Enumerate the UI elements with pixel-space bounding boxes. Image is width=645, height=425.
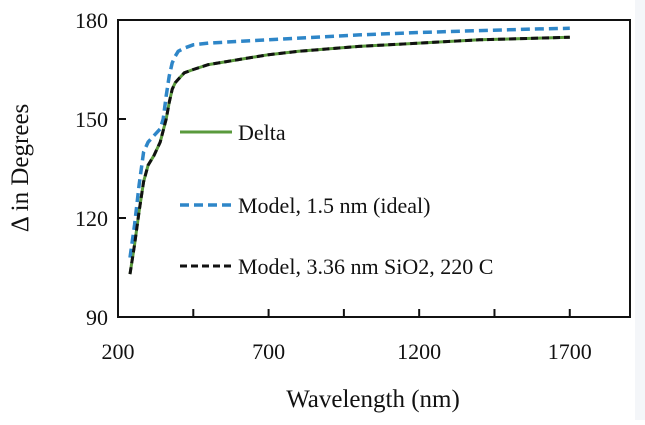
series-line-2 — [128, 26, 570, 258]
legend-label-1: Delta — [238, 120, 286, 145]
series-line-3 — [128, 35, 570, 275]
y-tick-label: 180 — [75, 8, 108, 33]
series-lines — [128, 26, 570, 275]
legend-label-3: Model, 3.36 nm SiO2, 220 C — [238, 254, 493, 279]
x-axis-title: Wavelength (nm) — [286, 386, 460, 413]
x-tick-label: 1200 — [397, 339, 441, 364]
x-tick-label: 700 — [252, 339, 285, 364]
plot-frame — [117, 19, 631, 318]
y-tick-label: 120 — [75, 206, 108, 231]
legend: Delta Model, 1.5 nm (ideal) Model, 3.36 nm… — [180, 120, 493, 279]
y-axis-title: Δ in Degrees — [7, 104, 34, 233]
x-tick-label: 200 — [102, 339, 135, 364]
axes: 90 120 150 180 200 700 1200 1700 — [75, 8, 631, 364]
x-tick-label: 1700 — [548, 339, 592, 364]
background-strip — [635, 0, 645, 420]
series-line-1 — [128, 35, 570, 275]
y-tick-label: 150 — [75, 107, 108, 132]
y-tick-label: 90 — [86, 305, 108, 330]
legend-label-2: Model, 1.5 nm (ideal) — [238, 193, 430, 218]
